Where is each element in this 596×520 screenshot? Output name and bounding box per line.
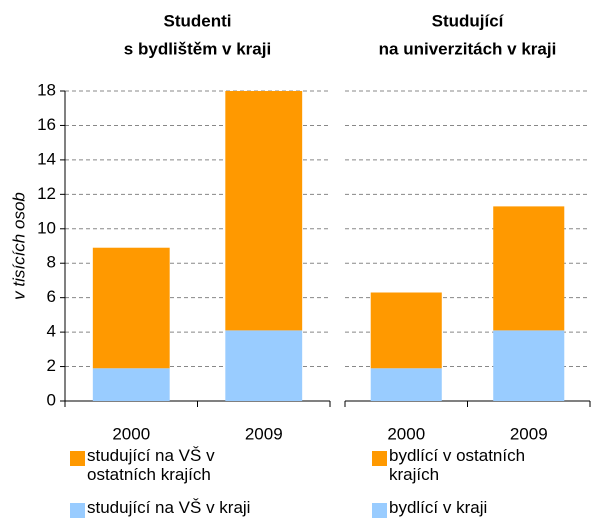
y-tick-label: 0 xyxy=(47,390,56,409)
bar-segment xyxy=(225,330,303,401)
legend-swatch xyxy=(70,503,85,518)
chart-title: Studující xyxy=(432,11,505,30)
chart-title: s bydlištěm v kraji xyxy=(124,39,271,58)
y-axis-label: v tisících osob xyxy=(9,192,28,300)
legend-label: studující na VŠ v ostatních krajích xyxy=(87,446,215,484)
y-tick-label: 6 xyxy=(47,287,56,306)
x-tick-label: 2000 xyxy=(387,424,425,443)
legend-label: studující na VŠ v kraji xyxy=(87,498,251,517)
bar-segment xyxy=(92,368,170,401)
y-tick-label: 4 xyxy=(47,322,56,341)
bar-segment xyxy=(370,292,442,369)
legend-swatch xyxy=(372,503,387,518)
legend-swatch xyxy=(70,451,85,466)
y-tick-label: 18 xyxy=(37,80,56,99)
bar-segment xyxy=(493,330,565,401)
legend-label: bydlící v ostatních krajích xyxy=(389,446,526,484)
x-tick-label: 2009 xyxy=(245,424,283,443)
y-tick-label: 12 xyxy=(37,184,56,203)
bar-segment xyxy=(493,206,565,331)
x-tick-label: 2000 xyxy=(112,424,150,443)
legend-swatch xyxy=(372,451,387,466)
chart-title: Studenti xyxy=(164,11,232,30)
y-tick-label: 10 xyxy=(37,218,56,237)
y-tick-label: 14 xyxy=(37,149,56,168)
legend-label: bydlící v kraji xyxy=(389,498,488,517)
bar-segment xyxy=(225,91,303,331)
bar-segment xyxy=(92,247,170,369)
bar-segment xyxy=(370,368,442,401)
y-tick-label: 16 xyxy=(37,115,56,134)
y-tick-label: 2 xyxy=(47,356,56,375)
y-tick-label: 8 xyxy=(47,253,56,272)
chart-title: na univerzitách v kraji xyxy=(379,39,557,58)
x-tick-label: 2009 xyxy=(510,424,548,443)
